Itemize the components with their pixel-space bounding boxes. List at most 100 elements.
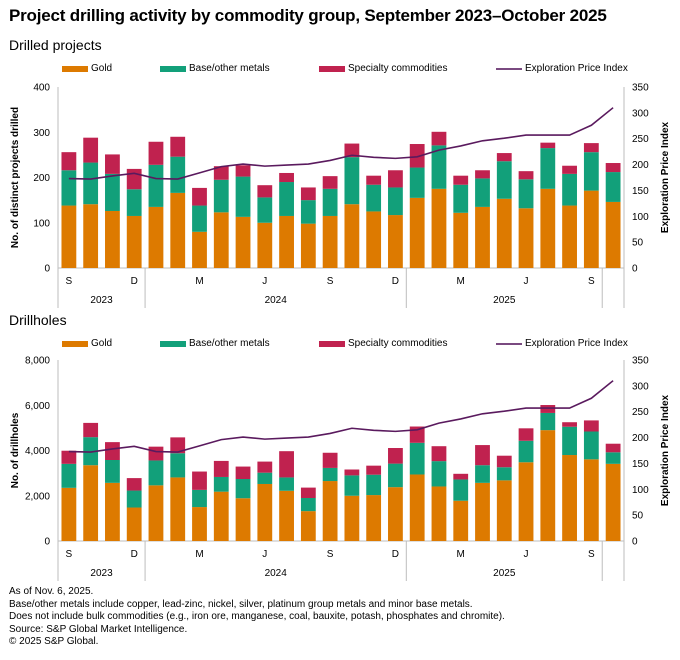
bar-specialty xyxy=(192,471,207,490)
bar-specialty xyxy=(105,154,120,174)
bar-specialty xyxy=(300,487,316,499)
bar-gold xyxy=(213,491,229,541)
bar-specialty xyxy=(562,422,577,427)
bar-specialty xyxy=(192,187,207,206)
bar-gold xyxy=(562,205,577,268)
bar-specialty xyxy=(540,142,556,149)
bar-specialty xyxy=(148,141,164,165)
bar-gold xyxy=(344,495,360,541)
bar-specialty xyxy=(496,455,512,468)
y-tick-label: 4,000 xyxy=(25,446,50,457)
bar-gold xyxy=(61,205,77,268)
bar-specialty xyxy=(605,163,621,173)
y2-tick-label: 250 xyxy=(632,134,649,145)
legend-swatch-specialty xyxy=(319,65,345,72)
bar-specialty xyxy=(257,461,273,473)
bar-gold xyxy=(388,487,403,541)
bar-specialty xyxy=(126,478,142,491)
bar-specialty xyxy=(61,152,77,171)
bar-gold xyxy=(148,206,164,268)
subtitle-drillholes: Drillholes xyxy=(9,312,67,328)
bar-gold xyxy=(257,483,273,541)
bar-gold xyxy=(475,482,490,541)
bar-base-metals xyxy=(279,477,294,491)
bar-specialty xyxy=(300,187,316,201)
bar-specialty xyxy=(344,469,360,476)
bar-specialty xyxy=(322,452,338,468)
legend-swatch-base xyxy=(160,65,186,72)
bar-specialty xyxy=(562,165,577,174)
bar-specialty xyxy=(431,446,447,462)
y2-tick-label: 100 xyxy=(632,212,649,223)
bar-base-metals xyxy=(431,461,447,487)
bar-base-metals xyxy=(366,184,382,212)
bar-specialty xyxy=(388,170,403,188)
bar-gold xyxy=(322,481,338,541)
bar-base-metals xyxy=(148,460,164,486)
bar-base-metals xyxy=(496,467,512,481)
bar-gold xyxy=(518,462,534,541)
bar-specialty xyxy=(388,448,403,464)
legend-gold-2: Gold xyxy=(62,338,112,349)
bar-gold xyxy=(453,500,469,541)
legend-base-1: Base/other metals xyxy=(160,63,270,74)
x-tick-label: M xyxy=(195,549,203,560)
bar-base-metals xyxy=(61,463,77,488)
bar-specialty xyxy=(453,473,469,480)
bar-gold xyxy=(605,201,621,268)
bar-base-metals xyxy=(170,453,186,478)
y2-tick-label: 300 xyxy=(632,108,649,119)
bar-base-metals xyxy=(235,479,251,499)
bar-specialty xyxy=(126,168,142,190)
y2-tick-label: 300 xyxy=(632,381,649,392)
legend-label: Exploration Price Index xyxy=(525,338,628,349)
bar-base-metals xyxy=(105,173,120,211)
footnote-source: Source: S&P Global Market Intelligence. xyxy=(9,623,188,635)
bar-base-metals xyxy=(344,157,360,205)
bar-specialty xyxy=(213,166,229,180)
bar-gold xyxy=(126,507,142,541)
bar-base-metals xyxy=(257,197,273,223)
bar-base-metals xyxy=(83,162,99,205)
x-tick-label: J xyxy=(262,276,267,287)
bar-gold xyxy=(257,222,273,268)
legend-base-2: Base/other metals xyxy=(160,338,270,349)
y-axis-title: No. of distinct projects drilled xyxy=(10,107,21,248)
legend-label: Exploration Price Index xyxy=(525,63,628,74)
bar-gold xyxy=(235,216,251,268)
x-year-label: 2025 xyxy=(493,295,516,306)
bar-specialty xyxy=(83,137,99,163)
bar-specialty xyxy=(583,420,599,432)
bar-gold xyxy=(300,223,316,268)
bar-specialty xyxy=(61,450,77,464)
legend-label: Base/other metals xyxy=(189,338,270,349)
bar-gold xyxy=(322,215,338,268)
bar-specialty xyxy=(475,445,490,466)
bar-base-metals xyxy=(409,167,425,198)
legend-label: Specialty commodities xyxy=(348,63,448,74)
bar-gold xyxy=(105,210,120,268)
y2-tick-label: 350 xyxy=(632,356,649,367)
x-year-label: 2023 xyxy=(90,295,113,306)
y2-tick-label: 250 xyxy=(632,407,649,418)
legend-line-index xyxy=(496,67,522,70)
bar-base-metals xyxy=(366,474,382,496)
bar-base-metals xyxy=(453,479,469,501)
bar-specialty xyxy=(583,143,599,153)
x-tick-label: M xyxy=(457,276,465,287)
bar-base-metals xyxy=(235,176,251,217)
bar-specialty xyxy=(105,442,120,461)
bar-specialty xyxy=(148,446,164,461)
bar-gold xyxy=(61,487,77,541)
y2-tick-label: 150 xyxy=(632,186,649,197)
bar-specialty xyxy=(366,465,382,475)
legend-swatch-specialty xyxy=(319,340,345,347)
bar-gold xyxy=(562,455,577,541)
x-tick-label: J xyxy=(524,276,529,287)
bar-base-metals xyxy=(170,156,186,193)
bar-base-metals xyxy=(540,148,556,189)
bar-specialty xyxy=(518,428,534,441)
bar-specialty xyxy=(518,171,534,180)
bar-gold xyxy=(496,198,512,268)
bar-base-metals xyxy=(126,490,142,508)
